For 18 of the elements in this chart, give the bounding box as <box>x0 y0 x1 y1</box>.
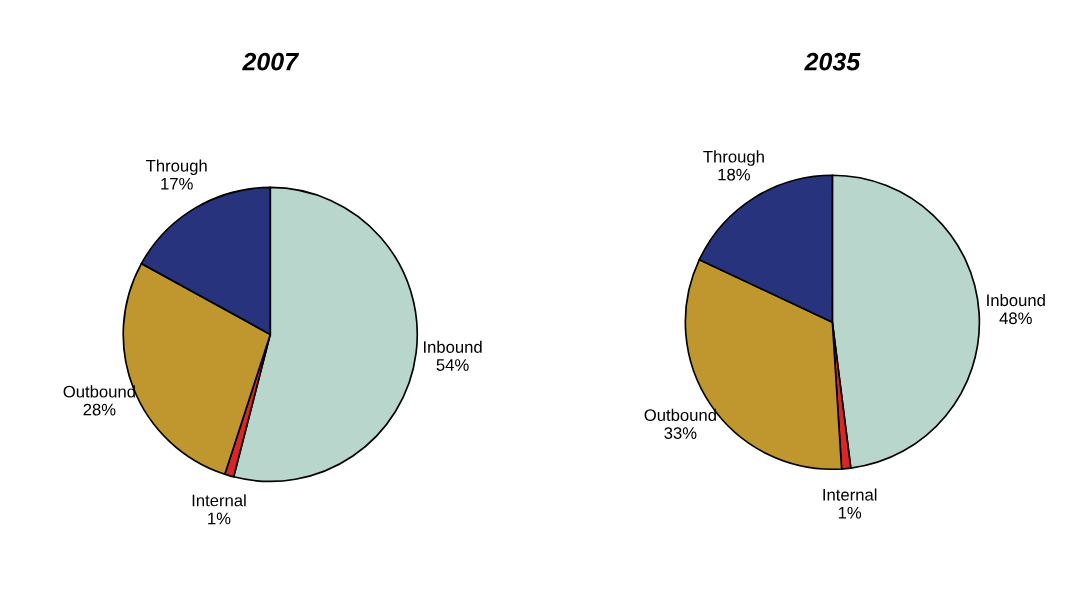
data-label: 28% <box>83 403 116 416</box>
slice-label: Internal <box>823 488 877 501</box>
slice-label: Inbound <box>423 340 482 353</box>
data-label: 18% <box>718 168 750 181</box>
data-label: 48% <box>999 312 1032 325</box>
data-label: 54% <box>436 359 469 371</box>
data-label: 1% <box>208 512 231 525</box>
chart-title: 2035 <box>804 52 861 71</box>
chart-title: 2007 <box>242 52 300 71</box>
slice-label: Internal <box>192 494 246 507</box>
data-label: 33% <box>664 427 697 439</box>
slice-label: Outbound <box>644 408 716 422</box>
slice-label: Outbound <box>63 385 135 398</box>
slice-label: Through <box>703 150 764 166</box>
data-label: 17% <box>161 177 193 190</box>
data-label: 1% <box>838 506 862 519</box>
slice-label: Inbound <box>987 293 1045 307</box>
slice-label: Through <box>146 159 207 176</box>
